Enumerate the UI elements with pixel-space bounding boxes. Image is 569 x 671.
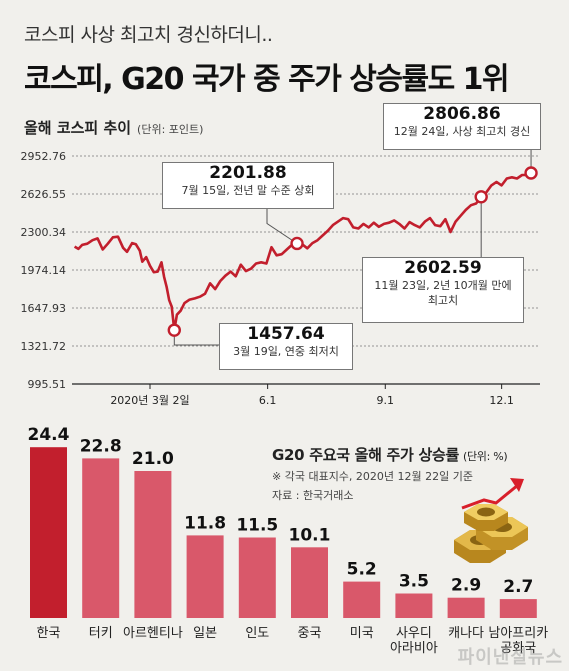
x-axis-labels: 2020년 3월 2일 6.1 9.1 12.1	[110, 393, 514, 407]
bar	[30, 447, 67, 618]
annotation-desc: 7월 15일, 전년 말 수준 상회	[181, 184, 315, 197]
bar-category-label: 남아프리카	[488, 626, 548, 641]
bar	[447, 597, 485, 618]
bar-value-label: 11.8	[184, 513, 226, 533]
annotation-box-low: 1457.64 3월 19일, 연중 최저치	[219, 323, 353, 370]
point-marker	[290, 236, 304, 251]
bar	[395, 593, 433, 618]
bar	[291, 547, 328, 618]
bar-category-label: 터키	[89, 626, 113, 641]
bar	[343, 581, 381, 618]
bar-value-label: 10.1	[289, 525, 331, 545]
line-chart-unit: (단위: 포인트)	[137, 123, 204, 136]
bar-category-label: 아라비아	[390, 641, 438, 656]
page-title: 코스피, G20 국가 중 주가 상승률도 1위	[24, 62, 510, 97]
annotation-value: 2602.59	[404, 258, 482, 278]
bar-category-label: 일본	[193, 626, 217, 641]
bar-category-label: 미국	[350, 626, 374, 641]
y-tick-label: 2626.55	[21, 188, 67, 201]
bar-category-label: 한국	[37, 626, 61, 641]
bar-category-label: 캐나다	[448, 626, 484, 641]
leader-line	[266, 207, 298, 244]
bar-chart-title: G20 주요국 올해 주가 상승률 (단위: %)	[272, 446, 508, 464]
x-tick-label: 2020년 3월 2일	[110, 393, 189, 407]
gold-coins-rising-arrow-icon	[454, 478, 528, 563]
annotation-leaders	[173, 148, 532, 346]
y-tick-label: 2952.76	[21, 150, 67, 163]
bar-value-label: 2.7	[503, 577, 533, 597]
point-marker	[474, 190, 488, 204]
annotation-box-july: 2201.88 7월 15일, 전년 말 수준 상회	[162, 162, 334, 209]
annotation-desc-line2: 최고치	[427, 294, 459, 307]
bar-value-label: 22.8	[80, 436, 122, 456]
annotation-desc: 12월 24일, 사상 최고치 경신	[393, 125, 531, 138]
kospi-line	[73, 171, 532, 332]
bar-value-label: 2.9	[451, 576, 481, 596]
bar	[134, 471, 172, 618]
bar	[82, 458, 120, 618]
y-tick-label: 995.51	[28, 378, 67, 391]
annotation-value: 2201.88	[209, 163, 287, 183]
bar-category-label: 사우디	[396, 626, 432, 641]
annotation-box-nov: 2602.59 11월 23일, 2년 10개월 만에 최고치	[362, 257, 524, 323]
annotation-value: 1457.64	[247, 324, 325, 344]
bar-category-label: 아르헨티나	[123, 626, 183, 641]
bar-category-label: 인도	[245, 626, 269, 641]
subtitle: 코스피 사상 최고치 경신하더니..	[24, 24, 273, 46]
bar	[499, 599, 537, 618]
annotation-value: 2806.86	[423, 104, 501, 124]
x-tick-label: 9.1	[377, 394, 395, 407]
bar-value-label: 5.2	[347, 560, 377, 580]
y-tick-label: 1321.72	[21, 340, 67, 353]
annotation-desc: 3월 19일, 연중 최저치	[233, 345, 339, 358]
x-tick-label: 12.1	[489, 394, 514, 407]
annotation-markers	[167, 166, 538, 337]
bar-chart-note: ※ 각국 대표지수, 2020년 12월 22일 기준	[272, 470, 474, 483]
y-tick-label: 1647.93	[21, 302, 67, 315]
point-marker	[167, 323, 181, 337]
bar-value-label: 24.4	[28, 425, 70, 445]
y-axis-labels: 2952.76 2626.55 2300.34 1974.14 1647.93 1321.…	[21, 150, 67, 391]
annotation-box-high: 2806.86 12월 24일, 사상 최고치 경신	[383, 103, 541, 150]
bar-chart-source: 자료 : 한국거래소	[272, 489, 354, 502]
point-marker	[524, 166, 538, 180]
bar	[186, 535, 224, 618]
y-tick-label: 2300.34	[21, 226, 67, 239]
line-chart-title: 올해 코스피 추이 (단위: 포인트)	[24, 119, 204, 137]
bar-category-label: 중국	[298, 626, 322, 641]
bar-value-label: 3.5	[399, 572, 429, 592]
bar-chart-unit: (단위: %)	[462, 450, 508, 463]
bar-category-label: 공화국	[500, 641, 536, 656]
leader-line	[173, 330, 219, 346]
bar	[238, 537, 276, 618]
bar-value-label: 11.5	[236, 516, 278, 536]
bar-value-label: 21.0	[132, 449, 174, 469]
annotation-desc: 11월 23일, 2년 10개월 만에	[374, 279, 512, 292]
x-tick-label: 6.1	[259, 394, 277, 407]
bar-chart: 24.4 한국 22.8 터키 21.0 아르헨티나 11.8 일본 11.5 인도 10.1 중국 5…	[28, 425, 549, 656]
y-tick-label: 1974.14	[21, 264, 67, 277]
watermark: 파이낸셜뉴스	[457, 647, 563, 668]
